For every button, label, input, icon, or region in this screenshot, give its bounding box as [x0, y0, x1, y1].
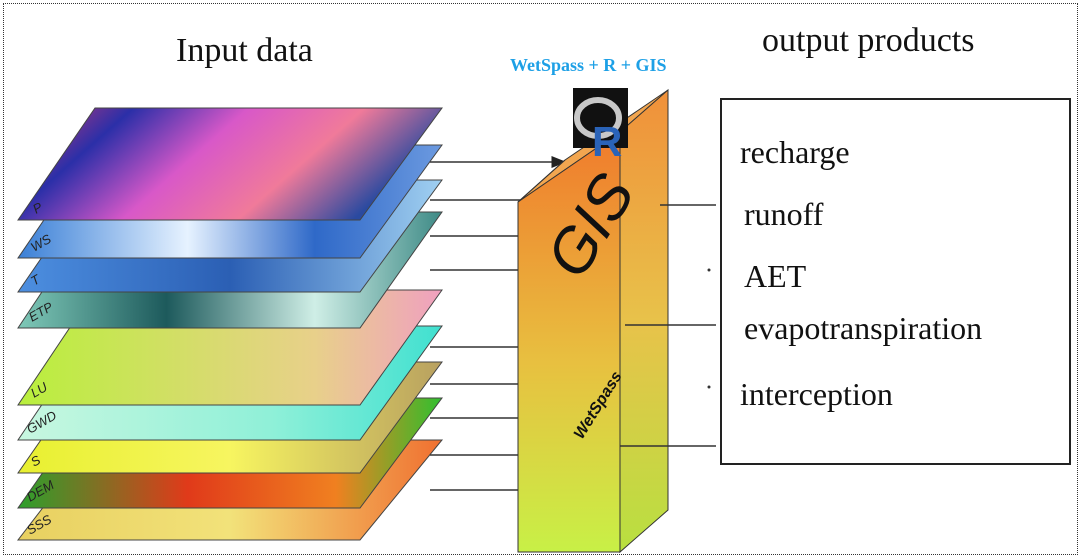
layer-label-lu: LU: [28, 379, 50, 401]
output-connectors: [620, 204, 716, 447]
output-recharge: recharge: [740, 134, 850, 170]
output-products-box: recharge runoff AET evapotranspiration i…: [720, 98, 1071, 465]
dot-aet: [707, 268, 711, 272]
box-edge: [517, 159, 566, 203]
box-side: [619, 88, 669, 554]
tool-title: WetSpass + R + GIS: [510, 55, 667, 75]
input-layers: [16, 107, 444, 541]
layer-p: [17, 107, 443, 221]
r-logo: R: [573, 88, 628, 165]
dot-interception: [707, 385, 711, 389]
output-products-heading: output products: [762, 22, 975, 59]
output-evapotranspiration: evapotranspiration: [744, 310, 983, 346]
output-runoff: runoff: [744, 196, 824, 232]
r-logo-ring: [574, 97, 622, 139]
box-front: [517, 131, 621, 553]
r-logo-letter: R: [592, 118, 622, 165]
input-data-heading: Input data: [176, 32, 313, 69]
processing-box: GIS WetSpass: [517, 88, 669, 554]
output-interception: interception: [740, 376, 893, 412]
output-aet: AET: [744, 258, 807, 294]
diagram-frame: [3, 3, 1078, 555]
output-dots: [707, 268, 711, 389]
